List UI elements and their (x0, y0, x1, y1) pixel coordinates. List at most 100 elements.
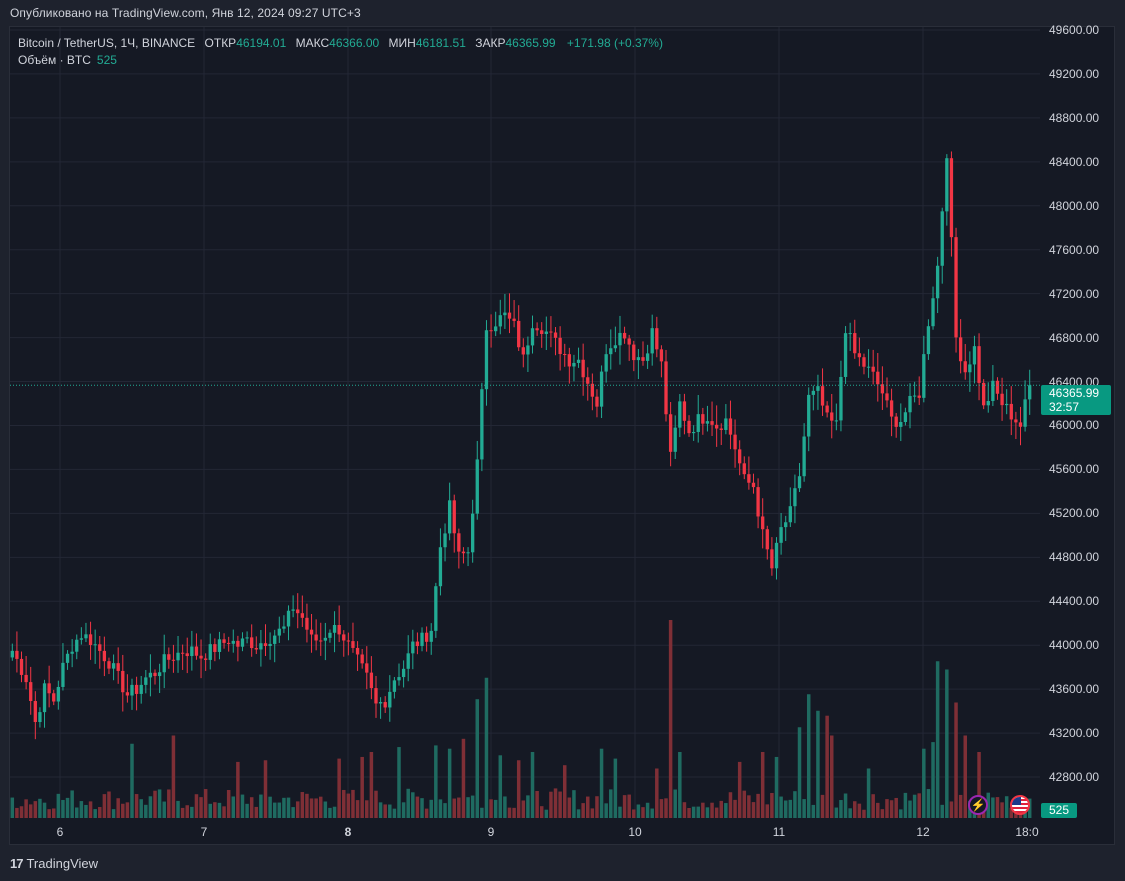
volume-bar (190, 806, 194, 818)
volume-bar (714, 807, 719, 818)
candle-body (19, 658, 24, 675)
time-tick-label: 10 (628, 825, 642, 839)
candle-body (917, 395, 921, 398)
volume-bar (871, 794, 875, 818)
candle-body (1005, 403, 1009, 406)
candle-body (24, 674, 28, 683)
volume-bar (42, 802, 47, 818)
candle-body (830, 412, 834, 421)
candle-body (471, 513, 475, 553)
volume-bar (889, 800, 894, 818)
volume-bar (466, 797, 470, 818)
volume-bar (958, 794, 963, 818)
volume-bar (599, 748, 604, 818)
volume-bar (489, 799, 493, 818)
candle-body (355, 647, 360, 655)
volume-bar (733, 799, 737, 818)
volume-legend[interactable]: Объём · BTC 525 (18, 53, 117, 67)
candle-body (963, 361, 967, 373)
volume-bar (282, 797, 286, 818)
candle-body (70, 651, 74, 654)
volume-bar (443, 803, 447, 818)
candle-body (1014, 419, 1018, 423)
volume-bar (622, 795, 627, 818)
candle-body (406, 653, 410, 669)
candle-body (337, 624, 341, 635)
chart-pane[interactable] (9, 26, 1115, 845)
volume-bar (636, 804, 641, 818)
candle-body (424, 632, 429, 642)
volume-bar (33, 801, 38, 818)
volume-bar (93, 809, 97, 818)
brand-name: TradingView (26, 856, 99, 871)
volume-bar (314, 798, 318, 818)
volume-bar (134, 794, 139, 818)
candle-body (378, 702, 383, 704)
low-value: 46181.51 (415, 36, 466, 50)
candle-body (157, 672, 162, 677)
high-value: 46366.00 (329, 36, 380, 50)
candle-body (889, 400, 894, 417)
symbol-label[interactable]: Bitcoin / TetherUS, 1Ч, BINANCE (18, 36, 196, 50)
volume-bar (829, 735, 834, 818)
volume-bar (576, 809, 581, 818)
volume-bar (300, 792, 305, 818)
candle-body (263, 643, 268, 647)
lightning-icon[interactable]: ⚡ (968, 795, 988, 815)
candle-body (254, 648, 258, 650)
candle-body (443, 533, 447, 548)
candle-body (365, 663, 369, 673)
volume-bar (254, 806, 259, 818)
candle-body (328, 632, 332, 638)
volume-bar (217, 802, 222, 818)
candle-body (549, 331, 553, 333)
candle-body (282, 626, 286, 629)
volume-bar (632, 809, 636, 818)
tradingview-brand[interactable]: 17 TradingView (10, 856, 98, 871)
candle-body (111, 663, 116, 669)
last-price-value: 46365.99 (1049, 386, 1100, 400)
candle-body (678, 401, 682, 428)
candle-body (171, 659, 176, 661)
candle-body (383, 702, 387, 708)
volume-bar (912, 794, 917, 818)
candle-body (503, 312, 507, 316)
volume-bar (411, 792, 415, 818)
candle-body (15, 650, 19, 659)
candle-body (701, 414, 705, 424)
volume-bar (535, 790, 539, 818)
volume-bar (788, 799, 793, 818)
price-tick-label: 44000.00 (1049, 638, 1100, 653)
candle-body (332, 624, 337, 633)
volume-bar (986, 792, 991, 818)
price-tick-label: 44800.00 (1049, 550, 1100, 565)
candle-body (1009, 403, 1013, 420)
candle-body (438, 547, 443, 587)
candle-body (931, 298, 935, 327)
volume-bar (811, 804, 816, 818)
volume-bar (222, 806, 226, 818)
price-tick-label: 47200.00 (1049, 286, 1100, 301)
candle-body (820, 386, 825, 406)
candle-body (540, 330, 544, 334)
candle-body (42, 683, 47, 713)
candle-body (894, 416, 898, 427)
high-label: МАКС (295, 36, 330, 50)
volume-bar (434, 745, 438, 818)
candle-body (544, 331, 548, 334)
candle-body (866, 366, 871, 368)
candle-body (609, 348, 613, 355)
volume-bar (424, 808, 429, 818)
candle-body (185, 653, 189, 657)
volume-bar (701, 802, 705, 818)
volume-bar (383, 804, 387, 818)
candle-body (784, 522, 788, 528)
candle-body (995, 380, 1000, 394)
candle-body (466, 552, 470, 554)
volume-bar (111, 809, 116, 818)
us-flag-icon[interactable] (1010, 795, 1030, 815)
ohlc-legend: Bitcoin / TetherUS, 1Ч, BINANCE ОТКР4619… (18, 36, 663, 50)
volume-bar (931, 742, 935, 818)
volume-bar (226, 790, 231, 818)
